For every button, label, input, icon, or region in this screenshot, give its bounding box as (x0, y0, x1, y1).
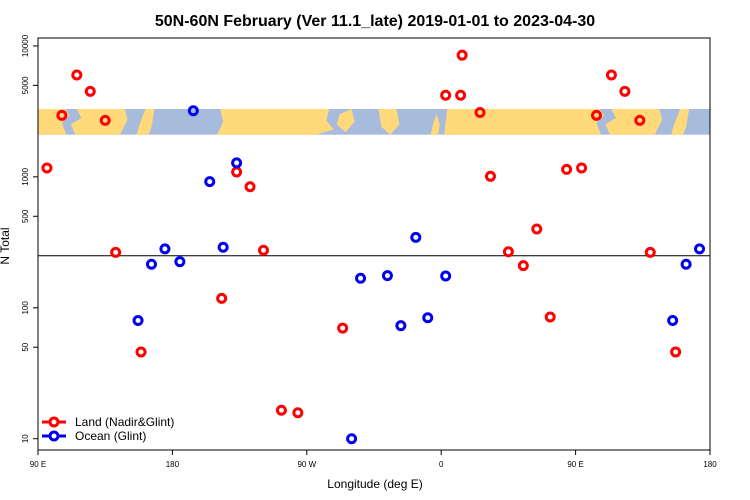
land-point (231, 166, 243, 178)
land-point (605, 69, 617, 81)
land-point (292, 407, 304, 419)
y-axis: 10 50 100 500 1000 5000 10000 (21, 34, 38, 443)
y-tick-label: 500 (21, 209, 30, 223)
map-land-shape (430, 114, 440, 135)
land-point (644, 246, 656, 258)
land-point (337, 322, 349, 334)
map-land-shape (38, 109, 70, 135)
y-tick-label: 100 (21, 301, 30, 315)
ocean-point (395, 320, 407, 332)
map-land-shape (444, 109, 604, 135)
x-tick-label: 90 E (30, 460, 46, 469)
land-point (544, 311, 556, 323)
ocean-point (346, 433, 358, 445)
land-point (244, 181, 256, 193)
land-point (71, 69, 83, 81)
legend-label: Land (Nadir&Glint) (75, 415, 174, 429)
x-tick-label: 180 (703, 460, 717, 469)
map-land-shape (671, 109, 690, 135)
ocean-point (680, 258, 692, 270)
ocean-point (217, 241, 229, 253)
ocean-point (145, 258, 157, 270)
y-tick-label: 10 (21, 434, 30, 443)
ocean-point (694, 243, 706, 255)
ocean-point (422, 312, 434, 324)
map-land (38, 109, 690, 135)
land-point (517, 260, 529, 272)
ocean-point (231, 157, 243, 169)
land-point (216, 292, 228, 304)
land-point (257, 244, 269, 256)
legend-marker (48, 416, 60, 428)
ocean-point (132, 314, 144, 326)
x-tick-label: 0 (439, 460, 444, 469)
map-land-shape (70, 109, 128, 135)
x-axis: 90 E 180 90 W 0 90 E 180 (30, 450, 717, 469)
map-strip (38, 108, 710, 135)
ocean-point (187, 105, 199, 117)
map-land-shape (217, 109, 334, 135)
land-point (275, 404, 287, 416)
y-tick-label: 50 (21, 342, 30, 351)
chart-title: 50N-60N February (Ver 11.1_late) 2019-01… (155, 13, 595, 30)
legend: Land (Nadir&Glint)Ocean (Glint) (42, 415, 174, 443)
x-tick-label: 90 W (297, 460, 316, 469)
map-land-shape (605, 109, 663, 135)
plot-frame (37, 37, 711, 451)
land-point (474, 107, 486, 119)
land-point (455, 89, 467, 101)
land-point (531, 223, 543, 235)
land-point (576, 162, 588, 174)
land-point (56, 109, 68, 121)
map-land-shape (336, 109, 355, 133)
land-point (440, 89, 452, 101)
land-point (135, 346, 147, 358)
x-axis-label: Longitude (deg E) (327, 477, 422, 491)
y-tick-label: 1000 (21, 167, 30, 185)
ocean-point (381, 270, 393, 282)
ocean-point (174, 256, 186, 268)
land-point (456, 49, 468, 61)
y-axis-label: N Total (0, 227, 12, 264)
ocean-point (667, 314, 679, 326)
data-points (41, 49, 706, 445)
land-point (591, 109, 603, 121)
land-point (84, 85, 96, 97)
land-point (561, 163, 573, 175)
land-point (634, 114, 646, 126)
legend-label: Ocean (Glint) (75, 429, 146, 443)
map-land-shape (378, 109, 400, 135)
ocean-point (440, 270, 452, 282)
land-point (619, 85, 631, 97)
ocean-point (204, 176, 216, 188)
y-tick-label: 5000 (21, 76, 30, 94)
ocean-point (410, 231, 422, 243)
legend-marker (48, 430, 60, 442)
x-tick-label: 90 E (567, 460, 583, 469)
land-point (41, 162, 53, 174)
land-point (99, 114, 111, 126)
ocean-point (159, 243, 171, 255)
land-point (502, 246, 514, 258)
y-tick-label: 10000 (21, 34, 30, 57)
x-tick-label: 180 (166, 460, 180, 469)
map-land-shape (136, 109, 155, 135)
ocean-point (355, 272, 367, 284)
land-point (484, 170, 496, 182)
land-point (110, 246, 122, 258)
land-point (670, 346, 682, 358)
